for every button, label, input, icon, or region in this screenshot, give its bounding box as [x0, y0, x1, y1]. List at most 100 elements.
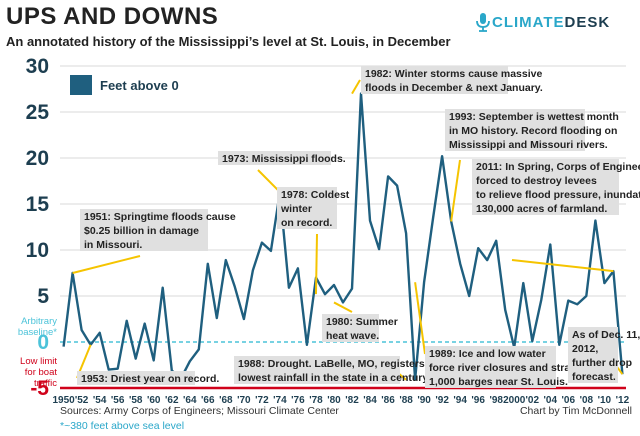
- x-tick-label: '96: [471, 395, 485, 406]
- annotation-box: [218, 151, 331, 165]
- x-tick-label: '84: [363, 395, 377, 406]
- x-tick-label: '78: [309, 395, 323, 406]
- annotation: 1989: Ice and low water force river closu…: [414, 282, 583, 388]
- annotation-text: 1951: Springtime floods cause $0.25 billi…: [84, 211, 236, 251]
- y-tick-label: 0: [37, 331, 49, 354]
- annotation-text: 1980: Summer heat wave.: [326, 316, 398, 342]
- series-line: [62, 92, 624, 381]
- annotation-line: 1993: September is wettest month: [449, 111, 619, 123]
- annotation-line: to relieve flood pressure, inundating: [476, 189, 640, 201]
- y-tick-label: 25: [26, 101, 50, 124]
- label-line: traffic: [34, 378, 57, 389]
- annotation-connector: [414, 282, 426, 355]
- x-tick-label: '82: [345, 395, 359, 406]
- chart-credit: Chart by Tim McDonnell: [519, 405, 632, 417]
- annotation-line: 1953: Driest year on record.: [81, 373, 219, 385]
- annotation-box: [277, 187, 337, 229]
- x-tick-label: '12: [616, 395, 630, 406]
- x-tick-label: '06: [562, 395, 576, 406]
- x-tick-label: '10: [598, 395, 612, 406]
- microphone-icon: [476, 13, 490, 32]
- annotation: 1980: Summer heat wave.: [322, 301, 398, 342]
- x-tick-label: '94: [453, 395, 467, 406]
- x-tick-label: 1950: [52, 395, 75, 406]
- annotation-line: $0.25 billion in damage: [84, 225, 199, 237]
- brand-name-part1: CLIMATE: [492, 13, 565, 31]
- annotation-connector: [351, 79, 361, 95]
- climate-desk-logo: CLIMATEDESK: [474, 12, 610, 32]
- annotation-connector: [257, 169, 281, 193]
- annotation: 2011: In Spring, Corps of Engineers force…: [472, 159, 640, 273]
- annotation: 1993: September is wettest month in MO hi…: [445, 109, 619, 222]
- legend-label: Feet above 0: [100, 78, 179, 93]
- annotation: 1982: Winter storms cause massive floods …: [351, 66, 543, 95]
- legend-swatch: [70, 75, 92, 95]
- x-tick-label: '52: [75, 395, 89, 406]
- annotation-line: 1980: Summer: [326, 316, 398, 328]
- sources-note: Sources: Army Corps of Engineers; Missou…: [60, 405, 339, 417]
- annotation-line: 1,000 barges near St. Louis.: [429, 376, 568, 388]
- x-tick-label: '80: [327, 395, 341, 406]
- x-tick-label: '58: [129, 395, 143, 406]
- annotation-line: force river closures and strand: [429, 362, 583, 374]
- y-tick-label: 20: [26, 147, 49, 170]
- annotation-line: in Missouri.: [84, 239, 142, 251]
- annotation-line: floods in December & next January.: [365, 82, 543, 94]
- annotation-line: heat wave.: [326, 330, 379, 342]
- x-tick-label: '54: [93, 395, 107, 406]
- label-line: for boat: [25, 367, 58, 378]
- annotation-text: As of Dec. 11, 2012, further drop forecast.: [572, 329, 640, 383]
- y-tick-label: 5: [37, 285, 49, 308]
- annotation-text: 2011: In Spring, Corps of Engineers force…: [476, 161, 640, 215]
- y-tick-label: 10: [26, 239, 49, 262]
- baseline-label: Arbitrary baseline*: [18, 316, 57, 338]
- annotation: 1951: Springtime floods cause $0.25 billi…: [72, 209, 236, 274]
- annotation-text: 1982: Winter storms cause massive floods …: [365, 68, 543, 94]
- annotation: 1973: Mississippi floods.: [218, 151, 346, 193]
- x-tick-label: '72: [255, 395, 269, 406]
- annotation: 1978: Coldest winter on record.: [277, 187, 350, 295]
- brand-name-part2: DESK: [564, 13, 611, 31]
- annotation-line: 1989: Ice and low water: [429, 348, 546, 360]
- annotation-text: 1953: Driest year on record.: [81, 373, 219, 385]
- x-tick-label: 2000: [503, 395, 526, 406]
- annotation-line: 1973: Mississippi floods.: [222, 153, 346, 165]
- annotation-connector: [333, 301, 353, 313]
- annotation-line: 2011: In Spring, Corps of Engineers: [476, 161, 640, 173]
- x-tick-label: '86: [381, 395, 395, 406]
- annotation-box: [80, 209, 208, 251]
- annotation: 1988: Drought. LaBelle, MO, registers low…: [234, 356, 430, 384]
- annotation-line: on record.: [281, 217, 332, 229]
- x-tick-label: '02: [526, 395, 540, 406]
- x-tick-label: '70: [237, 395, 251, 406]
- label-line: baseline*: [18, 327, 57, 338]
- annotation-connector: [511, 259, 614, 273]
- x-tick-label: '76: [291, 395, 305, 406]
- y-tick-label: -5: [30, 377, 49, 400]
- annotation-line: in MO history. Record flooding on: [449, 125, 617, 137]
- annotation-box: [234, 356, 400, 384]
- annotation-box: [77, 371, 195, 385]
- y-tick-label: 15: [26, 193, 50, 216]
- x-tick-label: '88: [399, 395, 413, 406]
- annotation-connector: [450, 159, 461, 222]
- annotation-text: 1988: Drought. LaBelle, MO, registers low…: [238, 358, 430, 384]
- annotation-box: [425, 346, 556, 388]
- x-tick-label: '08: [580, 395, 594, 406]
- annotation-text: 1993: September is wettest month in MO hi…: [449, 111, 619, 151]
- annotation-line: lowest rainfall in the state in a centur…: [238, 372, 430, 384]
- annotation: 1953: Driest year on record.: [76, 344, 219, 385]
- annotation-line: 1951: Springtime floods cause: [84, 211, 236, 223]
- x-tick-label: '74: [273, 395, 287, 406]
- annotation-line: 1988: Drought. LaBelle, MO, registers: [238, 358, 425, 370]
- x-tick-label: '90: [417, 395, 431, 406]
- annotation-line: forced to destroy levees: [476, 175, 597, 187]
- annotation-line: forecast.: [572, 371, 616, 383]
- x-tick-label: '92: [435, 395, 449, 406]
- baseline-footnote: *~380 feet above sea level: [60, 420, 185, 432]
- x-tick-label: '62: [165, 395, 179, 406]
- annotation-line: further drop: [572, 357, 632, 369]
- annotation-line: Mississippi and Missouri rivers.: [449, 139, 608, 151]
- label-line: Low limit: [20, 356, 57, 367]
